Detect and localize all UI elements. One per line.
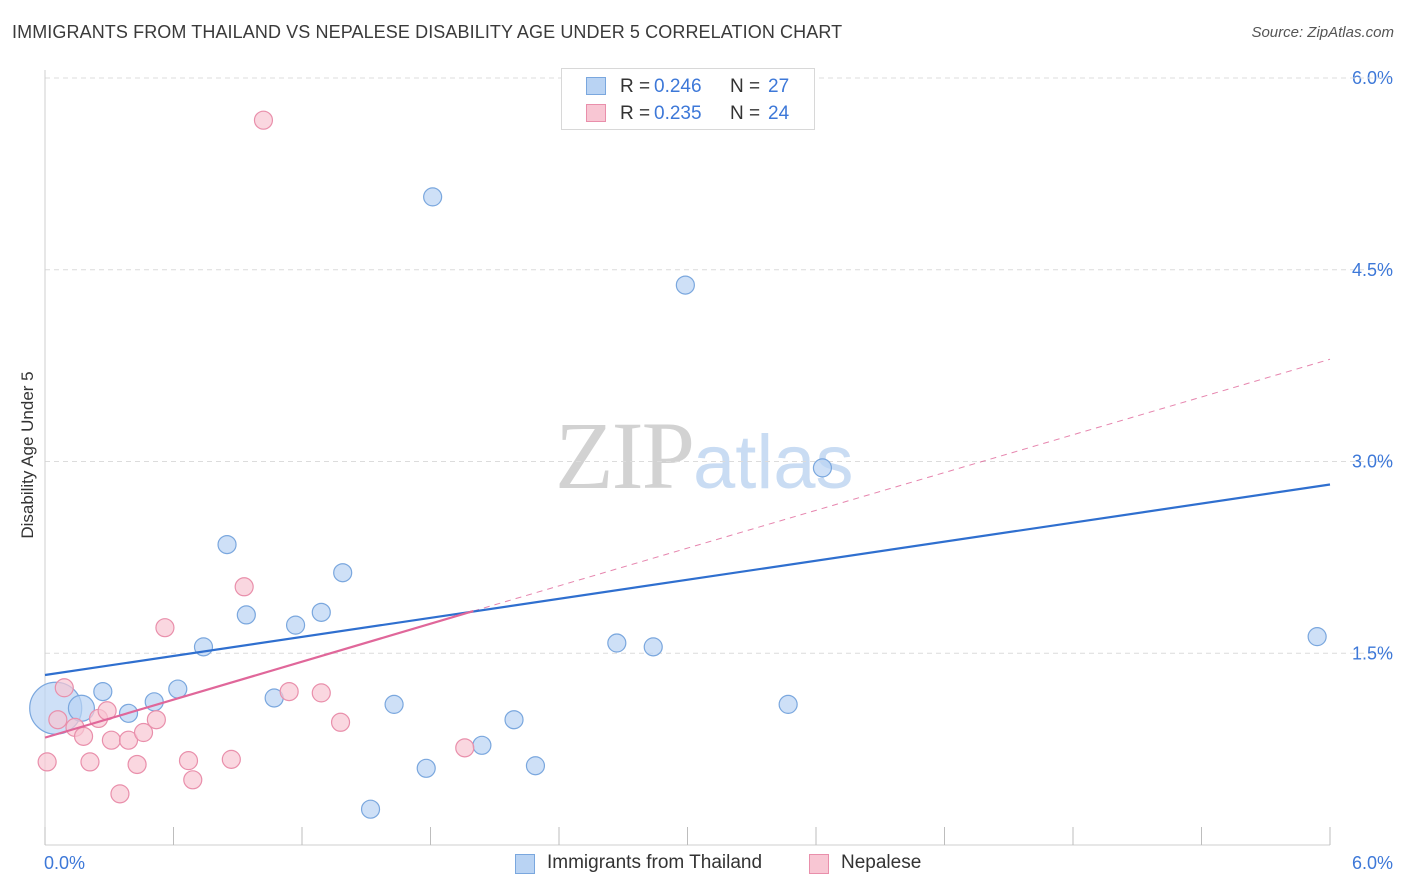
nepalese-point [155,618,175,638]
nepalese-point [279,681,299,702]
nepalese-point [54,678,74,698]
legend-label-thailand: Immigrants from Thailand [547,852,763,873]
thailand-point [333,563,353,583]
thailand-point [360,799,381,819]
thailand-point [472,735,492,755]
thailand-point [423,187,443,207]
nepalese-point [455,738,475,758]
nepalese-swatch [586,104,606,122]
legend-label-nepalese: Nepalese [841,852,922,873]
thailand-legend-swatch [515,854,535,874]
thailand-point [778,694,798,714]
r-label: R = [620,76,651,97]
nepalese-point [80,752,100,772]
nepalese-point [234,577,254,597]
nepalese-point [37,752,57,772]
nepalese-point [118,730,139,750]
thailand-point [311,602,331,622]
thailand-point [236,605,256,625]
n-label: N = [730,103,761,124]
r-value-nepalese: 0.235 [654,103,702,124]
thailand-point [1307,627,1327,647]
source-label: Source: ZipAtlas.com [1251,24,1394,41]
thailand-trendline [44,483,1331,677]
thailand-point [384,694,404,714]
x-tick-label: 0.0% [44,853,85,873]
thailand-point [504,710,524,730]
nepalese-point [221,749,241,769]
thailand-point [525,756,546,776]
nepalese-legend-swatch [809,854,829,874]
thailand-point [168,679,188,699]
nepalese-trend-extension [473,358,1331,612]
nepalese-trendline [44,610,474,739]
y-tick-label: 4.5% [1352,260,1393,280]
r-value-thailand: 0.246 [654,76,702,97]
thailand-point [285,615,306,635]
n-value-nepalese: 24 [768,103,790,124]
thailand-point [416,758,436,778]
thailand-point [93,681,113,702]
nepalese-point [146,710,166,730]
n-value-thailand: 27 [768,76,790,97]
nepalese-point [330,712,351,732]
y-tick-label: 3.0% [1352,452,1393,472]
nepalese-point [73,726,94,746]
nepalese-point [127,754,147,775]
stats-legend: R = 0.246 N = 27 R = 0.235 N = 24 [561,68,815,130]
thailand-point [607,633,627,653]
r-label: R = [620,103,651,124]
thailand-point [643,637,663,657]
nepalese-point [183,770,203,790]
thailand-swatch [586,77,606,95]
x-tick-label: 6.0% [1352,853,1393,873]
nepalese-point [253,110,274,130]
thailand-point [812,458,833,478]
thailand-point [217,534,237,555]
nepalese-point [133,722,154,743]
nepalese-point [48,710,68,730]
nepalese-point [110,784,130,804]
nepalese-point [101,730,121,750]
nepalese-point [311,683,331,703]
y-axis-label: Disability Age Under 5 [18,371,37,539]
n-label: N = [730,76,761,97]
chart-title: IMMIGRANTS FROM THAILAND VS NEPALESE DIS… [12,22,843,42]
nepalese-point [178,751,199,771]
thailand-point [675,275,695,295]
y-tick-label: 1.5% [1352,643,1393,663]
